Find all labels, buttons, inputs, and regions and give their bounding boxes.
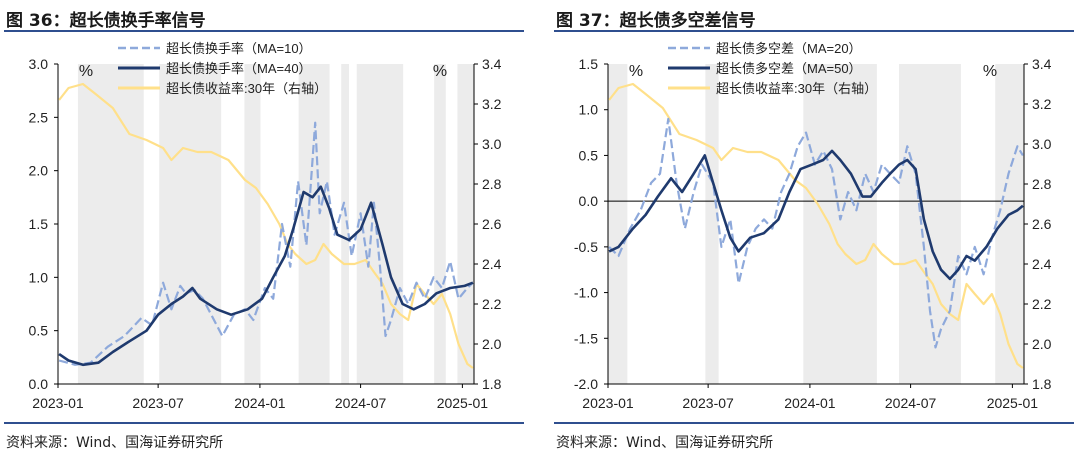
left-tick-label: 0.0 xyxy=(579,193,599,209)
shaded-period xyxy=(244,64,261,384)
left-tick-label: -1.0 xyxy=(574,285,598,301)
series-line-1 xyxy=(608,149,1024,281)
shaded-period xyxy=(803,64,877,384)
right-tick-label: 2.6 xyxy=(482,216,502,232)
series-line-2 xyxy=(608,82,1024,369)
series-line-1 xyxy=(58,185,474,367)
figure-36-title-rule: 图 36：超长债换手率信号 xyxy=(4,6,524,32)
series-line-2 xyxy=(58,82,474,369)
right-axis-unit: % xyxy=(983,63,997,80)
left-tick-label: -1.5 xyxy=(574,330,598,346)
left-axis-unit: % xyxy=(79,63,93,80)
figure-37-source: 资料来源：Wind、国海证券研究所 xyxy=(556,435,774,451)
shaded-period xyxy=(457,64,474,384)
shaded-period xyxy=(434,64,446,384)
x-tick-label: 2024-01 xyxy=(234,395,286,411)
right-tick-label: 3.2 xyxy=(482,96,502,112)
x-tick-label: 2024-01 xyxy=(784,395,836,411)
right-tick-label: 2.4 xyxy=(1032,256,1052,272)
shaded-period xyxy=(159,64,222,384)
x-tick-label: 2025-01 xyxy=(987,395,1039,411)
right-tick-label: 1.8 xyxy=(482,376,502,392)
legend-label: 超长债换手率（MA=40） xyxy=(166,61,312,76)
left-axis-unit: % xyxy=(629,63,643,80)
figure-37-title: 图 37：超长债多空差信号 xyxy=(556,11,756,31)
x-tick-label: 2024-07 xyxy=(885,395,937,411)
left-tick-label: 0.5 xyxy=(579,147,599,163)
left-tick-label: 1.0 xyxy=(579,102,599,118)
right-tick-label: 2.8 xyxy=(1032,176,1052,192)
right-tick-label: 2.0 xyxy=(482,336,502,352)
right-tick-label: 3.0 xyxy=(1032,136,1052,152)
x-tick-label: 2025-01 xyxy=(437,395,489,411)
shaded-period xyxy=(608,64,628,384)
left-tick-label: -0.5 xyxy=(574,239,598,255)
right-tick-label: 1.8 xyxy=(1032,376,1052,392)
legend-label: 超长债收益率:30年（右轴） xyxy=(716,81,877,96)
shaded-period xyxy=(356,64,404,384)
shaded-period xyxy=(898,64,961,384)
x-tick-label: 2023-01 xyxy=(582,395,634,411)
legend-label: 超长债多空差（MA=20） xyxy=(716,41,862,56)
legend-label: 超长债收益率:30年（右轴） xyxy=(166,81,327,96)
shaded-period xyxy=(77,64,144,384)
right-tick-label: 2.4 xyxy=(482,256,502,272)
left-tick-label: 0.0 xyxy=(29,376,49,392)
figure-36-chart: 0.0 0.5 1.0 1.5 2.0 2.5 3.0 1.8 2.0 2.2 2.4 2.6 2.8 3… xyxy=(29,41,502,411)
figure-36-title: 图 36：超长债换手率信号 xyxy=(6,11,206,31)
right-tick-label: 2.2 xyxy=(482,296,502,312)
shaded-period xyxy=(705,64,719,384)
right-tick-label: 3.4 xyxy=(482,56,502,72)
legend-label: 超长债换手率（MA=10） xyxy=(166,41,312,56)
right-tick-label: 2.0 xyxy=(1032,336,1052,352)
left-tick-label: 2.5 xyxy=(29,109,49,125)
left-tick-label: 1.5 xyxy=(579,56,599,72)
left-tick-label: 1.5 xyxy=(29,216,49,232)
x-tick-label: 2024-07 xyxy=(335,395,387,411)
figure-37-title-rule: 图 37：超长债多空差信号 xyxy=(554,6,1074,32)
right-tick-label: 3.2 xyxy=(1032,96,1052,112)
left-tick-label: 1.0 xyxy=(29,269,49,285)
x-tick-label: 2023-07 xyxy=(132,395,184,411)
figure-36-panel: 图 36：超长债换手率信号 0.0 0.5 1.0 1.5 2.0 2.5 3.0 1.8 2.… xyxy=(0,0,530,470)
x-tick-label: 2023-01 xyxy=(32,395,84,411)
right-tick-label: 2.2 xyxy=(1032,296,1052,312)
shaded-period xyxy=(341,64,349,384)
left-tick-label: -2.0 xyxy=(574,376,598,392)
figure-36-source: 资料来源：Wind、国海证券研究所 xyxy=(6,435,224,451)
series-line-0 xyxy=(58,121,474,366)
figure-37-panel: 图 37：超长债多空差信号 -2.0 -1.5 -1.0 -0.5 0.0 0.5 1.0 1… xyxy=(550,0,1080,470)
right-tick-label: 2.6 xyxy=(1032,216,1052,232)
legend-label: 超长债多空差（MA=50） xyxy=(716,61,862,76)
left-tick-label: 0.5 xyxy=(29,323,49,339)
right-tick-label: 3.4 xyxy=(1032,56,1052,72)
series-line-0 xyxy=(608,117,1024,349)
figure-36-source-rule xyxy=(4,422,524,424)
x-tick-label: 2023-07 xyxy=(682,395,734,411)
figure-37-source-rule xyxy=(554,422,1074,424)
left-tick-label: 2.0 xyxy=(29,163,49,179)
right-axis-unit: % xyxy=(433,63,447,80)
right-tick-label: 2.8 xyxy=(482,176,502,192)
right-tick-label: 3.0 xyxy=(482,136,502,152)
left-tick-label: 3.0 xyxy=(29,56,49,72)
figure-37-chart: -2.0 -1.5 -1.0 -0.5 0.0 0.5 1.0 1.5 1.8 2.0 2.2 2.4… xyxy=(574,41,1052,411)
